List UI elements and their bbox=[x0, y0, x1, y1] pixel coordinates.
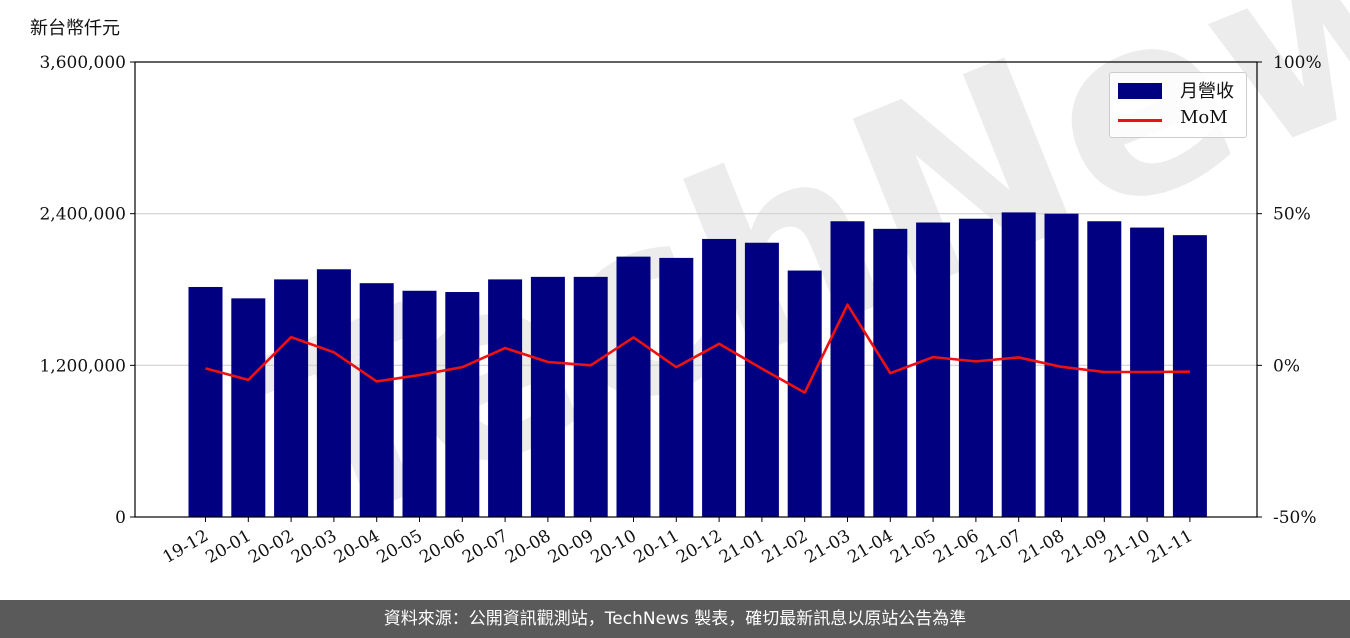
left-tick-label: 0 bbox=[115, 508, 126, 528]
bar-21-07 bbox=[1001, 212, 1036, 517]
x-tick-label: 21-09 bbox=[1058, 526, 1110, 568]
x-tick-label: 21-01 bbox=[716, 526, 768, 568]
x-tick-label: 21-06 bbox=[930, 526, 982, 568]
x-tick-label: 21-03 bbox=[802, 526, 854, 568]
x-tick-label: 21-02 bbox=[759, 526, 811, 568]
bar-21-03 bbox=[830, 221, 865, 517]
x-tick-label: 20-08 bbox=[502, 526, 554, 568]
bar-20-12 bbox=[702, 238, 737, 517]
x-tick-label: 20-01 bbox=[202, 526, 254, 568]
left-tick-label: 2,400,000 bbox=[39, 205, 126, 225]
y-axis-unit-label: 新台幣仟元 bbox=[30, 18, 120, 39]
bar-21-01 bbox=[744, 242, 779, 517]
legend: 月營收 MoM bbox=[1109, 72, 1247, 138]
legend-label-mom: MoM bbox=[1180, 107, 1228, 128]
bar-21-05 bbox=[916, 222, 951, 517]
plot-frame bbox=[134, 61, 1258, 518]
bar-20-11 bbox=[659, 257, 694, 517]
bar-20-06 bbox=[445, 292, 480, 517]
legend-line-swatch bbox=[1118, 119, 1162, 122]
x-tick-label: 20-12 bbox=[673, 526, 725, 568]
x-tick-label: 21-04 bbox=[844, 526, 896, 568]
left-tick-label: 1,200,000 bbox=[39, 356, 126, 376]
bar-20-05 bbox=[402, 290, 437, 517]
chart: TechNews01,200,0002,400,0003,600,000-50%… bbox=[39, 0, 1350, 588]
legend-item-mom: MoM bbox=[1118, 107, 1242, 131]
bar-20-02 bbox=[274, 279, 309, 517]
x-tick-label: 20-10 bbox=[588, 526, 640, 568]
x-tick-label: 21-05 bbox=[887, 526, 939, 568]
legend-label-revenue: 月營收 bbox=[1180, 81, 1234, 102]
x-tick-label: 19-12 bbox=[160, 526, 212, 568]
bar-20-03 bbox=[316, 269, 351, 517]
bar-20-09 bbox=[573, 276, 608, 517]
left-tick-label: 3,600,000 bbox=[39, 53, 126, 73]
legend-item-revenue: 月營收 bbox=[1118, 77, 1242, 102]
bar-20-07 bbox=[488, 279, 523, 517]
x-tick-label: 21-10 bbox=[1101, 526, 1153, 568]
bar-20-10 bbox=[616, 256, 651, 517]
x-tick-label: 21-08 bbox=[1016, 526, 1068, 568]
right-tick-label: 100% bbox=[1273, 53, 1322, 73]
legend-bar-swatch bbox=[1118, 83, 1162, 99]
bar-20-08 bbox=[530, 276, 565, 517]
bar-21-09 bbox=[1087, 221, 1122, 517]
bar-21-11 bbox=[1172, 235, 1207, 517]
x-tick-label: 21-07 bbox=[973, 526, 1025, 568]
source-footer: 資料來源：公開資訊觀測站，TechNews 製表，確切最新訊息以原站公告為準 bbox=[0, 600, 1350, 638]
bar-19-12 bbox=[188, 286, 223, 517]
bar-21-06 bbox=[958, 218, 993, 517]
x-tick-label: 21-11 bbox=[1144, 526, 1196, 568]
bar-20-04 bbox=[359, 283, 394, 517]
x-tick-label: 20-09 bbox=[545, 526, 597, 568]
x-tick-label: 20-11 bbox=[630, 526, 682, 568]
bar-20-01 bbox=[231, 298, 266, 517]
mom-line bbox=[205, 303, 1190, 394]
right-tick-label: -50% bbox=[1273, 508, 1317, 528]
right-tick-label: 50% bbox=[1273, 205, 1311, 225]
x-tick-label: 20-02 bbox=[245, 526, 297, 568]
right-tick-label: 0% bbox=[1273, 356, 1300, 376]
